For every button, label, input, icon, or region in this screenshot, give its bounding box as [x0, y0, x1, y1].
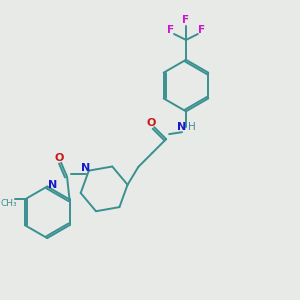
Text: O: O: [147, 118, 156, 128]
Text: N: N: [47, 179, 57, 190]
Text: F: F: [167, 25, 174, 35]
Text: F: F: [182, 15, 190, 25]
Text: CH₃: CH₃: [1, 199, 17, 208]
Text: N: N: [81, 163, 91, 173]
Text: N: N: [177, 122, 187, 132]
Text: H: H: [188, 122, 196, 132]
Text: F: F: [198, 25, 206, 35]
Text: O: O: [54, 153, 64, 163]
